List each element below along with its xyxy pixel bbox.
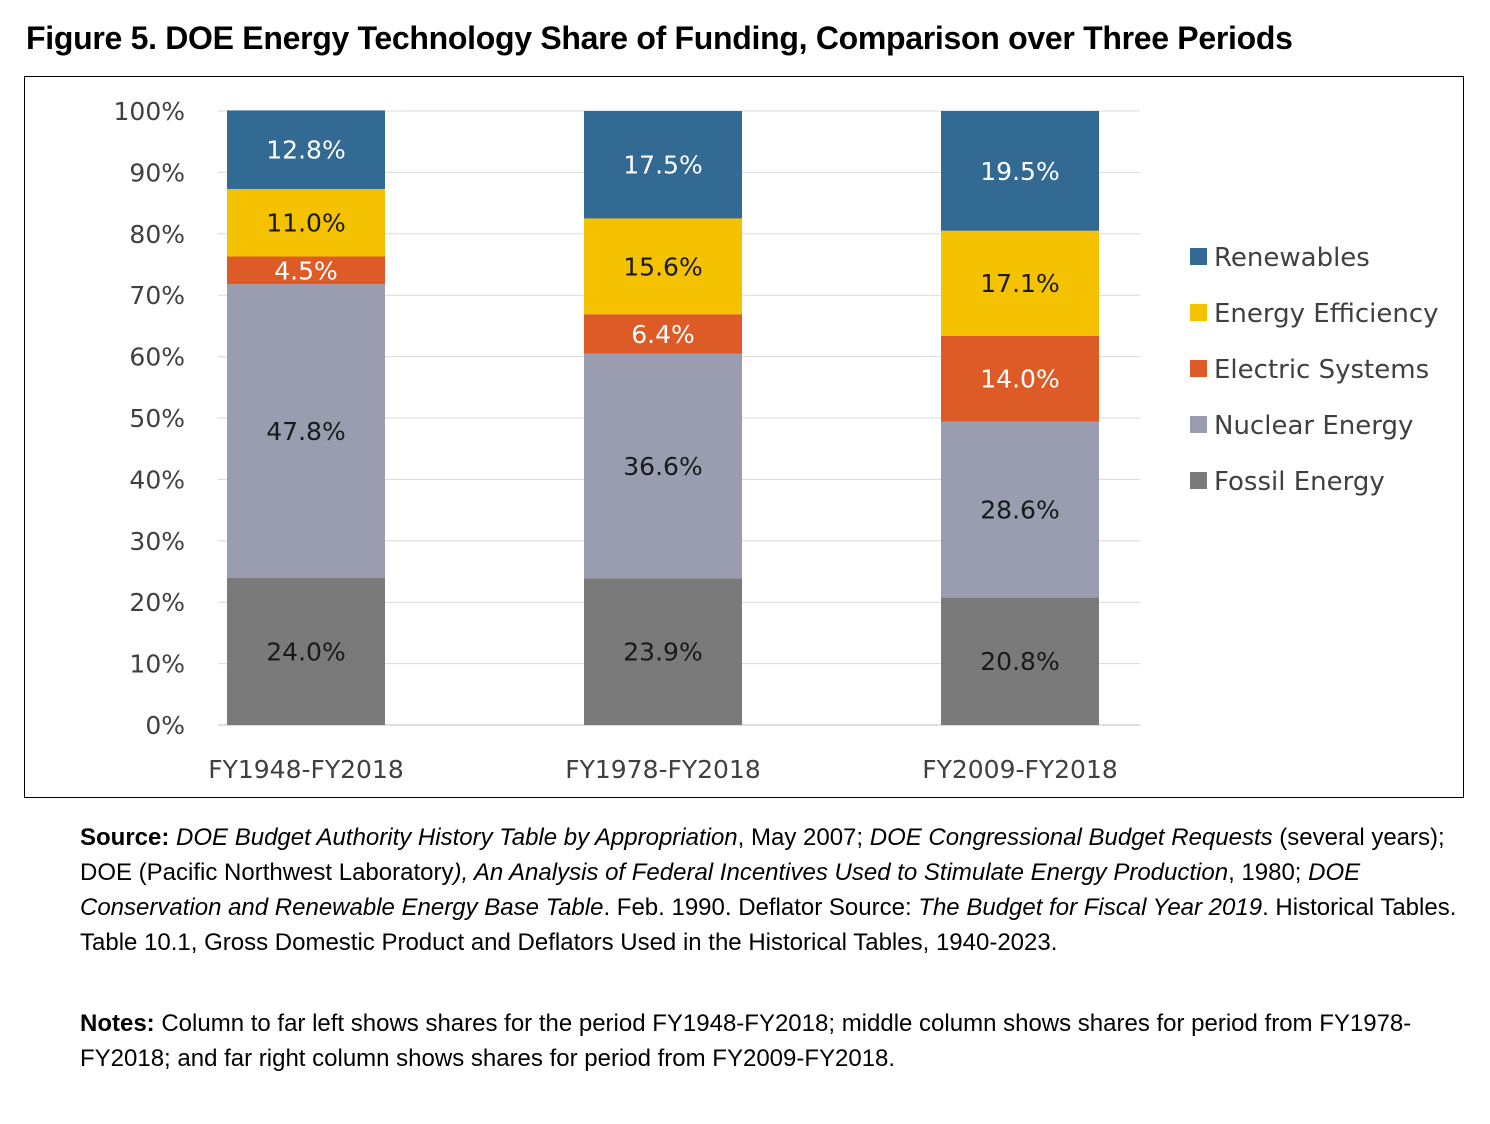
source-label: Source: (80, 824, 170, 851)
x-tick-label: FY1948-FY2018 (208, 755, 404, 784)
legend-swatch (1190, 248, 1207, 265)
source-part: The Budget for Fiscal Year 2019 (918, 894, 1263, 921)
source-part: (several years); DOE (Pacific Northwest … (80, 824, 1445, 886)
source-part: DOE Conservation and Renewable Energy Ba… (80, 859, 1361, 921)
bar-segment-electric-systems (227, 256, 385, 285)
bar-segment-fossil-energy (941, 597, 1099, 725)
y-tick-label: 20% (129, 588, 185, 617)
chart-frame: 0% 10% 20% 30% 40% 50% 60% 70% 80% 90% 100% 24.0% 47… (24, 76, 1464, 798)
data-label: 17.1% (980, 269, 1059, 298)
y-tick-label: 40% (129, 465, 185, 494)
data-label: 23.9% (623, 638, 702, 667)
bar-segment-nuclear-energy (584, 353, 742, 579)
source-part: . Historical Tables. Table 10.1, Gross D… (80, 894, 1457, 956)
source-note: Source: DOE Budget Authority History Tab… (80, 820, 1465, 960)
legend-label: Electric Systems (1214, 355, 1429, 385)
y-tick-label: 60% (129, 343, 185, 372)
bar-segment-renewables (941, 111, 1099, 231)
legend-label: Fossil Energy (1214, 467, 1385, 497)
figure-title: Figure 5. DOE Energy Technology Share of… (26, 20, 1293, 56)
y-tick-label: 90% (129, 158, 185, 187)
source-part: DOE Congressional Budget Requests (869, 824, 1273, 851)
data-label: 17.5% (623, 151, 702, 180)
notes-note: Notes: Column to far left shows shares f… (80, 1006, 1465, 1076)
data-label: 6.4% (631, 320, 695, 349)
data-label: 12.8% (266, 136, 345, 165)
data-label: 20.8% (980, 647, 1059, 676)
bar-segment-nuclear-energy (227, 284, 385, 578)
source-part: . Feb. 1990. Deflator Source: (603, 894, 919, 921)
y-tick-label: 10% (129, 650, 185, 679)
data-label: 15.6% (623, 252, 702, 281)
bar-segment-electric-systems (584, 314, 742, 354)
legend-label: Renewables (1214, 243, 1370, 273)
source-part: , May 2007; (737, 824, 870, 851)
bar-segment-fossil-energy (227, 577, 385, 725)
bar-segment-renewables (584, 111, 742, 219)
data-label: 24.0% (266, 637, 345, 666)
y-tick-label: 70% (129, 281, 185, 310)
legend-label: Nuclear Energy (1214, 411, 1413, 441)
x-tick-label: FY1978-FY2018 (565, 755, 761, 784)
data-label: 19.5% (980, 157, 1059, 186)
y-tick-label: 30% (129, 527, 185, 556)
data-label: 11.0% (266, 209, 345, 238)
bar-segment-nuclear-energy (941, 421, 1099, 598)
source-text: DOE Budget Authority History Table by Ap… (80, 824, 1456, 956)
source-part: ), An Analysis of Federal Incentives Use… (453, 859, 1229, 886)
x-tick-label: FY2009-FY2018 (922, 755, 1118, 784)
data-label: 28.6% (980, 495, 1059, 524)
data-label: 14.0% (980, 365, 1059, 394)
y-tick-label: 50% (129, 404, 185, 433)
source-part: , 1980; (1228, 859, 1309, 886)
notes-label: Notes: (80, 1010, 155, 1037)
bar-segment-electric-systems (941, 335, 1099, 422)
legend-swatch (1190, 304, 1207, 321)
y-tick-label: 80% (129, 220, 185, 249)
data-label: 36.6% (623, 452, 702, 481)
legend-label: Energy Efficiency (1214, 299, 1439, 329)
bar-segment-renewables (227, 110, 385, 189)
data-label: 4.5% (274, 256, 338, 285)
stacked-bar-chart: 0% 10% 20% 30% 40% 50% 60% 70% 80% 90% 100% 24.0% 47… (114, 97, 1439, 784)
source-part: DOE Budget Authority History Table by Ap… (176, 824, 738, 851)
bar-segment-energy-efficiency (227, 188, 385, 257)
y-tick-label: 0% (145, 711, 185, 740)
legend-swatch (1190, 360, 1207, 377)
notes-text: Column to far left shows shares for the … (80, 1010, 1412, 1072)
y-tick-label: 100% (114, 97, 185, 126)
legend-swatch (1190, 472, 1207, 489)
bar-segment-energy-efficiency (941, 230, 1099, 336)
data-label: 47.8% (266, 417, 345, 446)
bar-segment-fossil-energy (584, 578, 742, 725)
legend-swatch (1190, 416, 1207, 433)
bar-segment-energy-efficiency (584, 218, 742, 315)
